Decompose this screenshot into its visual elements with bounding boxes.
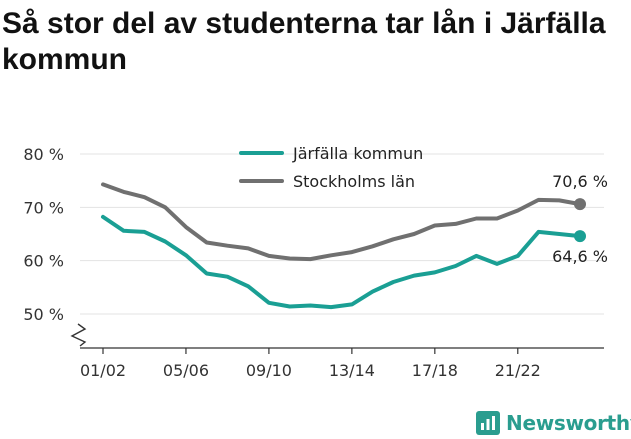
- end-point: [574, 230, 586, 243]
- y-tick-label: 60 %: [23, 252, 64, 271]
- x-tick-label: 01/02: [80, 361, 126, 380]
- legend: Järfälla kommun Stockholms län: [239, 144, 423, 191]
- end-points: 64,6 % 70,6 %: [552, 172, 608, 266]
- end-value-label: 70,6 %: [552, 172, 608, 191]
- x-tick-label: 21/22: [495, 361, 541, 380]
- series-line: [101, 214, 582, 310]
- axis-break-icon: [70, 323, 87, 347]
- end-value-label: 64,6 %: [552, 247, 608, 266]
- legend-label: Järfälla kommun: [292, 144, 423, 163]
- y-axis-ticks: 50 % 60 % 70 % 80 %: [23, 145, 64, 324]
- x-tick-label: 09/10: [246, 361, 292, 380]
- y-tick-label: 50 %: [23, 305, 64, 324]
- y-tick-label: 80 %: [23, 145, 64, 164]
- x-tick-label: 05/06: [163, 361, 209, 380]
- x-axis: 01/02 05/06 09/10 13/14 17/18 21/22: [70, 323, 604, 380]
- end-point: [574, 198, 586, 211]
- gridlines: [80, 153, 604, 315]
- chart-title: Så stor del av studenterna tar lån i Jär…: [2, 7, 606, 76]
- bar-chart-icon: [476, 411, 500, 435]
- legend-label: Stockholms län: [293, 172, 415, 191]
- x-tick-label: 13/14: [329, 361, 375, 380]
- brand-name: Newsworthy: [506, 411, 631, 435]
- brand-logo: Newsworthy: [476, 408, 631, 438]
- series-lines: [101, 182, 582, 310]
- x-tick-label: 17/18: [412, 361, 458, 380]
- y-tick-label: 70 %: [23, 198, 64, 217]
- series-line: [101, 182, 582, 262]
